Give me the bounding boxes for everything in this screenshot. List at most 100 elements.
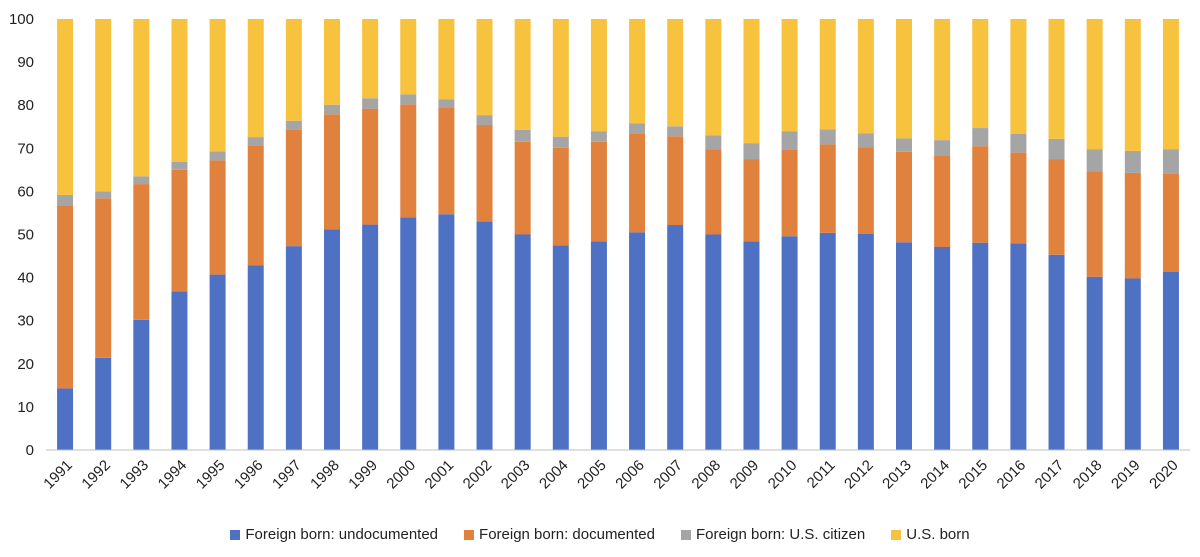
bar-segment-foreign-born-u-s-citizen-2014 — [934, 140, 951, 156]
x-tick-label: 2002 — [460, 457, 496, 493]
bar-segment-u-s-born-2001 — [438, 19, 455, 100]
legend-label: Foreign born: U.S. citizen — [695, 526, 866, 543]
bar-segment-foreign-born-undocumented-2003 — [514, 234, 531, 450]
bar-segment-u-s-born-2016 — [1010, 19, 1027, 134]
bar-segment-foreign-born-u-s-citizen-1997 — [285, 120, 302, 130]
bar-segment-u-s-born-1991 — [57, 19, 74, 195]
x-tick-label: 2009 — [727, 457, 763, 493]
bar-segment-foreign-born-u-s-citizen-2000 — [400, 94, 417, 105]
bar-segment-u-s-born-2011 — [819, 19, 836, 130]
bar-segment-foreign-born-undocumented-2014 — [934, 246, 951, 450]
bar-segment-foreign-born-undocumented-2015 — [972, 242, 989, 450]
bar-segment-foreign-born-documented-1996 — [247, 145, 264, 266]
bar-segment-u-s-born-2015 — [972, 19, 989, 129]
bar-segment-foreign-born-undocumented-2018 — [1086, 276, 1103, 450]
bar-segment-u-s-born-1995 — [209, 19, 226, 152]
x-tick-label: 2003 — [498, 457, 534, 493]
bar-segment-foreign-born-documented-2015 — [972, 146, 989, 243]
legend-swatch — [891, 529, 902, 540]
bar-segment-foreign-born-documented-2010 — [781, 149, 798, 237]
bar-segment-foreign-born-documented-1992 — [95, 198, 112, 358]
legend-swatch — [464, 529, 475, 540]
bar-segment-foreign-born-documented-2016 — [1010, 152, 1027, 244]
bar-segment-foreign-born-undocumented-2016 — [1010, 243, 1027, 450]
x-tick-label: 2001 — [422, 457, 458, 493]
bar-segment-foreign-born-u-s-citizen-1995 — [209, 151, 226, 161]
bar-segment-foreign-born-u-s-citizen-2007 — [667, 126, 684, 137]
legend-label: Foreign born: undocumented — [245, 526, 439, 543]
bar-segment-foreign-born-u-s-citizen-1992 — [95, 191, 112, 199]
bar-segment-foreign-born-u-s-citizen-1996 — [247, 137, 264, 146]
bar-segment-u-s-born-1999 — [362, 19, 379, 99]
x-tick-label: 2011 — [804, 457, 839, 492]
bar-segment-foreign-born-u-s-citizen-2010 — [781, 131, 798, 150]
bar-segment-foreign-born-documented-1993 — [133, 184, 150, 320]
y-tick-label: 50 — [17, 227, 34, 244]
legend-item: Foreign born: documented — [464, 526, 655, 543]
bar-segment-u-s-born-1993 — [133, 19, 150, 177]
x-tick-label: 1999 — [345, 457, 381, 493]
x-tick-label: 2006 — [612, 457, 648, 493]
y-axis: 0 10 20 30 40 50 60 70 80 90 100 — [9, 11, 34, 459]
bar-segment-foreign-born-documented-2006 — [629, 133, 646, 233]
bar-segment-foreign-born-u-s-citizen-2015 — [972, 128, 989, 147]
bar-segment-foreign-born-documented-2011 — [819, 144, 836, 233]
bar-segment-foreign-born-undocumented-2013 — [896, 242, 912, 450]
bar-segment-u-s-born-2004 — [552, 19, 569, 137]
x-tick-label: 2013 — [879, 457, 915, 493]
bar-segment-foreign-born-undocumented-1993 — [133, 319, 150, 450]
bar-segment-u-s-born-2009 — [743, 19, 760, 144]
x-tick-label: 2008 — [689, 457, 725, 493]
bar-segment-foreign-born-u-s-citizen-1994 — [171, 161, 188, 170]
bar-segment-foreign-born-documented-2000 — [400, 104, 417, 218]
bar-segment-foreign-born-undocumented-2017 — [1048, 254, 1065, 450]
y-tick-label: 40 — [17, 270, 34, 287]
bar-segment-u-s-born-2007 — [667, 19, 684, 127]
bar-segment-foreign-born-u-s-citizen-1991 — [57, 194, 74, 206]
y-tick-label: 80 — [17, 97, 34, 114]
bar-segment-foreign-born-undocumented-2009 — [743, 241, 760, 450]
bar-segment-foreign-born-documented-1998 — [324, 114, 340, 230]
bar-segment-foreign-born-u-s-citizen-2001 — [438, 99, 455, 108]
bar-segment-foreign-born-documented-2008 — [705, 149, 722, 235]
bar-segment-foreign-born-documented-1991 — [57, 205, 74, 389]
x-tick-label: 2004 — [536, 457, 572, 493]
bar-segment-u-s-born-2010 — [781, 19, 798, 132]
bar-segment-foreign-born-u-s-citizen-2009 — [743, 143, 760, 160]
bar-segment-foreign-born-undocumented-2005 — [590, 241, 607, 450]
bar-segment-u-s-born-2019 — [1124, 19, 1141, 151]
bar-segment-foreign-born-u-s-citizen-2006 — [629, 123, 646, 134]
bar-segment-foreign-born-documented-2009 — [743, 159, 760, 242]
bar-segment-foreign-born-undocumented-1995 — [209, 274, 226, 450]
x-tick-label: 1994 — [155, 457, 191, 493]
bar-segment-u-s-born-2014 — [934, 19, 951, 141]
bar-segment-foreign-born-undocumented-2001 — [438, 214, 455, 450]
legend-label: Foreign born: documented — [479, 526, 655, 543]
bar-segment-foreign-born-undocumented-1992 — [95, 357, 112, 450]
bar-segment-foreign-born-documented-2019 — [1124, 172, 1141, 279]
bar-segment-u-s-born-2003 — [514, 19, 531, 130]
bar-segment-foreign-born-documented-1995 — [209, 160, 226, 275]
x-tick-label: 2015 — [955, 457, 991, 493]
y-tick-label: 90 — [17, 54, 34, 71]
y-tick-label: 20 — [17, 356, 34, 373]
bar-segment-foreign-born-u-s-citizen-2013 — [896, 138, 912, 152]
bar-segment-foreign-born-undocumented-2010 — [781, 236, 798, 450]
bar-segment-u-s-born-2000 — [400, 19, 417, 95]
bar-segment-foreign-born-undocumented-2020 — [1162, 271, 1179, 450]
bar-segment-foreign-born-u-s-citizen-2019 — [1124, 150, 1141, 173]
x-tick-label: 2005 — [574, 457, 610, 493]
bar-segment-foreign-born-u-s-citizen-2018 — [1086, 149, 1103, 172]
bar-segment-foreign-born-undocumented-2008 — [705, 234, 722, 450]
x-tick-label: 2020 — [1146, 457, 1182, 493]
bar-segment-u-s-born-2008 — [705, 19, 722, 136]
y-tick-label: 0 — [26, 442, 34, 459]
bar-segment-foreign-born-undocumented-1996 — [247, 265, 264, 450]
x-tick-label: 1998 — [307, 457, 343, 493]
y-tick-label: 30 — [17, 313, 34, 330]
bar-segment-foreign-born-u-s-citizen-2020 — [1162, 149, 1179, 174]
bar-segment-foreign-born-undocumented-1999 — [362, 224, 379, 450]
bar-series-group — [57, 19, 1179, 450]
bar-segment-u-s-born-1996 — [247, 19, 264, 138]
